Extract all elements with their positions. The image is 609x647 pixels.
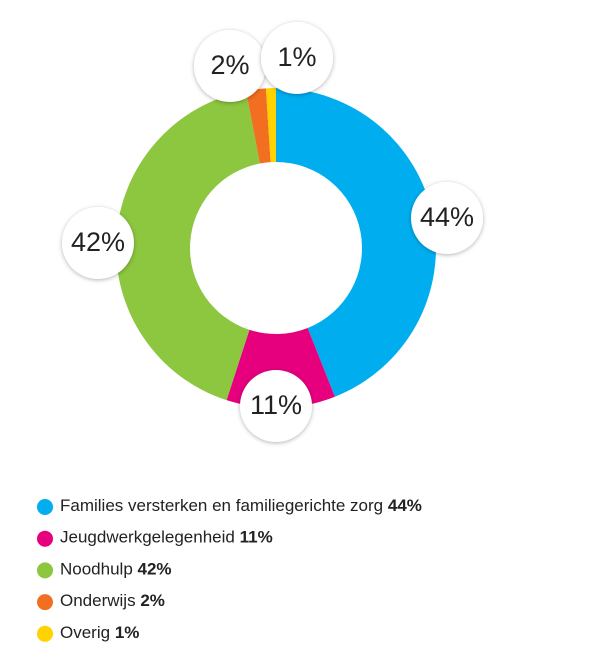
legend-value: 11% [240,528,273,547]
legend-value: 2% [140,592,165,611]
data-label: 11% [250,390,302,420]
donut-segment [116,90,260,401]
legend-entry: Onderwijs 2% [60,592,165,611]
data-label: 44% [420,202,474,232]
legend-entry: Families versterken en familiegerichte z… [60,496,422,515]
legend-value: 1% [115,623,140,642]
data-label: 42% [71,227,125,257]
legend-swatch [37,499,53,515]
legend-value: 42% [138,560,172,579]
donut-segment [246,88,271,164]
legend-swatch [37,625,53,642]
label-bubble [62,207,134,279]
label-bubble [411,182,483,254]
data-label: 2% [210,50,249,80]
donut-segment [265,88,276,163]
legend-label: Overig [60,623,110,642]
legend-label: Families versterken en familiegerichte z… [60,496,383,515]
legend-swatch [37,594,53,611]
label-bubble [240,370,312,442]
legend-entry: Jeugdwerkgelegenheid 11% [60,528,273,547]
legend-label: Onderwijs [60,592,136,611]
legend-swatch [37,562,53,579]
label-bubble [194,30,266,102]
legend-label: Noodhulp [60,560,133,579]
legend-swatch [37,530,53,547]
legend-entry: Overig 1% [60,623,139,642]
legend-entry: Noodhulp 42% [60,560,172,579]
label-bubble [261,22,333,94]
donut-segment [276,87,437,397]
legend-value: 44% [388,496,422,515]
legend-label: Jeugdwerkgelegenheid [60,528,235,547]
data-label: 1% [277,42,316,72]
